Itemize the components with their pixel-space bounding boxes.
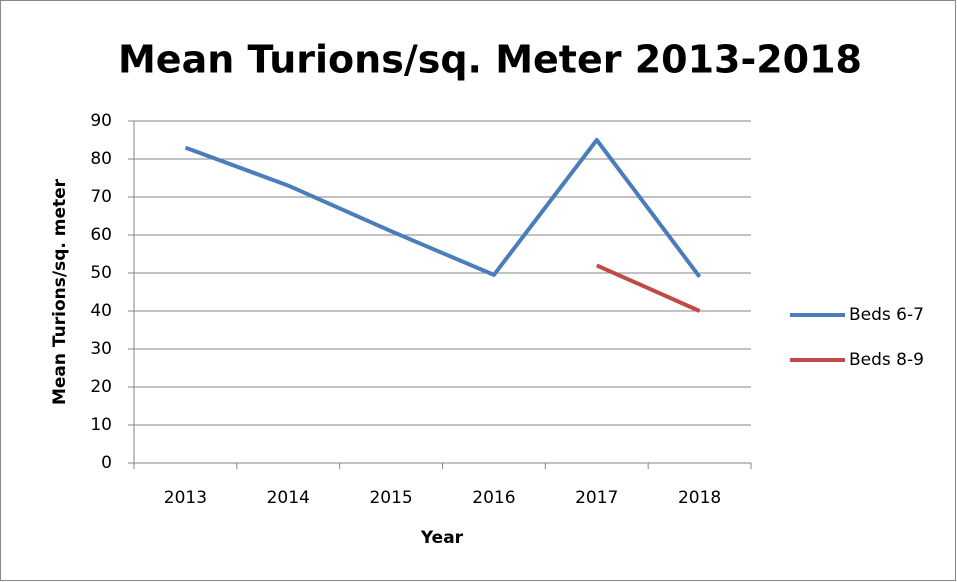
y-tick-label: 50 <box>90 263 112 283</box>
series-line <box>595 263 701 313</box>
legend-label: Beds 6-7 <box>849 305 924 325</box>
y-tick-label: 10 <box>90 415 112 435</box>
y-tick-label: 70 <box>90 187 112 207</box>
x-tick-label: 2013 <box>164 488 207 508</box>
y-axis-title: Mean Turions/sq. meter <box>50 178 70 405</box>
y-tick-label: 20 <box>90 377 112 397</box>
series-line <box>184 138 702 279</box>
legend-label: Beds 8-9 <box>849 350 924 370</box>
x-tick-label: 2015 <box>369 488 412 508</box>
x-axis-title: Year <box>420 528 464 548</box>
y-tick-label: 40 <box>90 301 112 321</box>
chart-title: Mean Turions/sq. Meter 2013-2018 <box>118 38 862 82</box>
x-tick-label: 2014 <box>267 488 310 508</box>
x-tick-label: 2018 <box>678 488 721 508</box>
x-tick-label: 2017 <box>575 488 618 508</box>
y-tick-label: 0 <box>101 453 112 473</box>
y-tick-label: 80 <box>90 149 112 169</box>
x-tick-label: 2016 <box>472 488 515 508</box>
y-tick-label: 60 <box>90 225 112 245</box>
y-tick-label: 90 <box>90 111 112 131</box>
y-tick-label: 30 <box>90 339 112 359</box>
